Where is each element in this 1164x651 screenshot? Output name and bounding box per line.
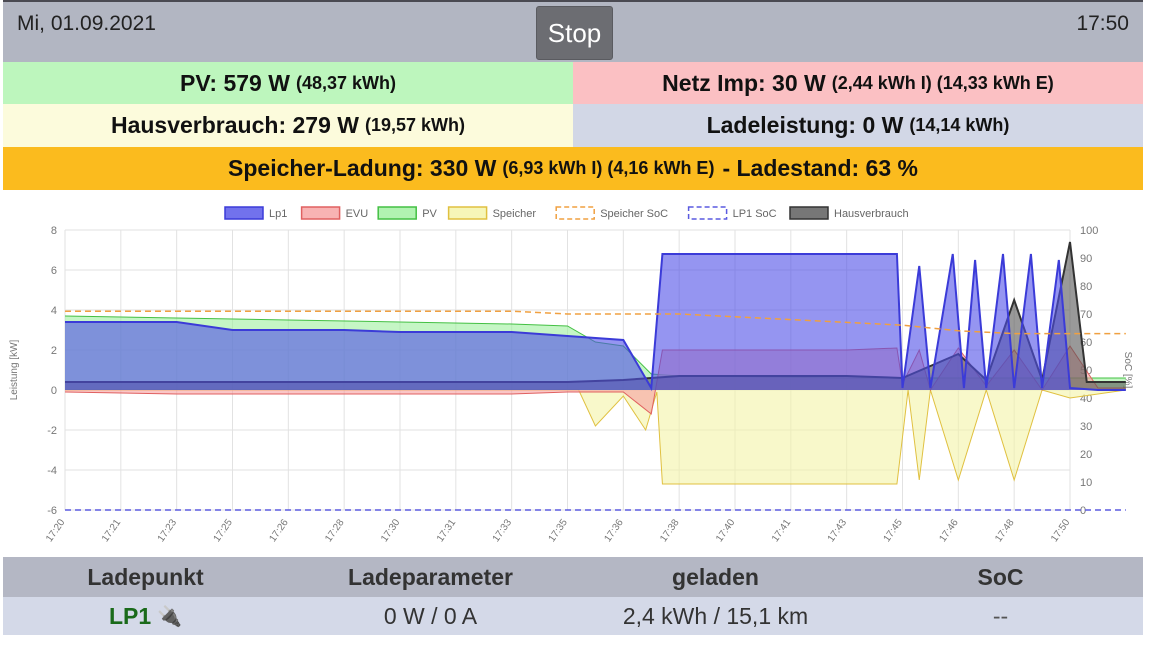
cell-geladen: 2,4 kWh / 15,1 km: [622, 602, 809, 629]
netz-status: Netz Imp: 30 W (2,44 kWh I) (14,33 kWh E…: [573, 62, 1143, 104]
lp-name: LP1: [108, 602, 152, 629]
lade-main: Ladeleistung: 0 W: [706, 112, 904, 138]
y2-tick-label: 10: [1080, 477, 1092, 489]
x-tick-label: 17:41: [770, 517, 794, 544]
x-tick-label: 17:36: [602, 517, 626, 544]
cell-soc: --: [992, 602, 1009, 629]
ladepunkt-table: Ladepunkt Ladeparameter geladen SoC LP1 …: [3, 557, 1143, 635]
legend-swatch: [555, 206, 595, 220]
y-tick-label: 6: [51, 265, 57, 277]
y-tick-label: -2: [47, 425, 57, 437]
y-tick-label: 4: [51, 305, 57, 317]
x-tick-label: 17:33: [491, 517, 515, 544]
stop-button[interactable]: Stop: [536, 6, 613, 60]
haus-sub: (19,57 kWh): [364, 115, 465, 135]
header-geladen: geladen: [672, 563, 759, 590]
pv-main: PV: 579 W: [180, 69, 290, 96]
y-axis-label: Leistung [kW]: [9, 339, 20, 400]
legend-label: EVU: [346, 208, 369, 220]
x-tick-label: 17:48: [993, 517, 1017, 544]
x-tick-label: 17:25: [212, 517, 236, 544]
legend-swatch: [789, 206, 829, 220]
speicher-status: Speicher-Ladung: 330 W (6,93 kWh I) (4,1…: [3, 147, 1143, 190]
series-area-lp1: [65, 254, 1126, 390]
legend-label: Lp1: [269, 208, 287, 220]
legend-swatch: [224, 206, 264, 220]
table-header: Ladepunkt Ladeparameter geladen SoC: [3, 557, 1143, 597]
status-row-2: Hausverbrauch: 279 W (19,57 kWh) Ladelei…: [3, 104, 1143, 147]
date-label: Mi, 01.09.2021: [17, 12, 156, 35]
lade-sub: (14,14 kWh): [909, 115, 1010, 135]
top-bar: Mi, 01.09.2021 Stop 17:50: [3, 0, 1143, 62]
pv-status: PV: 579 W (48,37 kWh): [3, 62, 573, 104]
plug-icon: 🔌: [157, 605, 183, 628]
y-tick-label: 2: [51, 345, 57, 357]
pv-sub: (48,37 kWh): [295, 72, 396, 93]
legend-label: Speicher: [493, 208, 537, 220]
y2-tick-label: 20: [1080, 449, 1092, 461]
x-tick-label: 17:43: [826, 517, 850, 544]
netz-sub: (2,44 kWh I) (14,33 kWh E): [831, 72, 1054, 93]
speicher-sub: (6,93 kWh I) (4,16 kWh E): [502, 158, 715, 178]
header-ladeparameter: Ladeparameter: [348, 563, 513, 590]
series-line-speicher-soc: [65, 310, 1126, 335]
series-line-lp1: [65, 253, 1126, 392]
speicher-tail: - Ladestand: 63 %: [722, 155, 918, 181]
y-tick-label: 8: [51, 225, 57, 237]
legend-label: Hausverbrauch: [834, 208, 909, 220]
y2-tick-label: 90: [1080, 253, 1092, 265]
x-tick-label: 17:40: [714, 517, 738, 544]
speicher-main: Speicher-Ladung: 330 W: [228, 155, 497, 181]
status-row-1: PV: 579 W (48,37 kWh) Netz Imp: 30 W (2,…: [3, 62, 1143, 104]
haus-main: Hausverbrauch: 279 W: [110, 112, 359, 138]
cell-ladeparameter: 0 W / 0 A: [383, 602, 478, 629]
y2-axis-label: SoC [%]: [1122, 352, 1133, 389]
y2-tick-label: 100: [1080, 225, 1098, 237]
x-tick-label: 17:31: [435, 517, 459, 544]
time-label: 17:50: [1076, 12, 1129, 35]
header-ladepunkt: Ladepunkt: [87, 563, 204, 590]
legend-label: LP1 SoC: [733, 208, 777, 220]
x-tick-label: 17:28: [323, 517, 347, 544]
y-tick-label: -4: [47, 465, 57, 477]
lade-status: Ladeleistung: 0 W (14,14 kWh): [573, 104, 1143, 147]
y2-tick-label: 70: [1080, 309, 1092, 321]
x-tick-label: 17:46: [937, 517, 961, 544]
x-tick-label: 17:45: [882, 517, 906, 544]
power-chart: 86420-2-4-6100908070605040302010017:2017…: [9, 206, 1133, 544]
x-tick-label: 17:20: [44, 517, 68, 544]
header-soc: SoC: [977, 563, 1024, 590]
legend-swatch: [300, 206, 341, 220]
x-tick-label: 17:30: [379, 517, 403, 544]
legend-swatch: [687, 206, 728, 220]
x-tick-label: 17:26: [267, 517, 291, 544]
y-tick-label: -6: [47, 505, 57, 517]
cell-ladepunkt: LP1 🔌: [3, 597, 288, 635]
netz-main: Netz Imp: 30 W: [662, 69, 826, 96]
series-area-speicher: [65, 390, 1126, 484]
legend-label: PV: [422, 208, 437, 220]
legend-label: Speicher SoC: [600, 208, 668, 220]
y2-tick-label: 80: [1080, 281, 1092, 293]
x-tick-label: 17:21: [100, 517, 124, 544]
y-tick-label: 0: [51, 385, 57, 397]
x-tick-label: 17:35: [547, 517, 571, 544]
table-row[interactable]: LP1 🔌 0 W / 0 A 2,4 kWh / 15,1 km --: [3, 597, 1143, 635]
legend-swatch: [377, 206, 417, 220]
x-tick-label: 17:23: [156, 517, 180, 544]
status-row-3: Speicher-Ladung: 330 W (6,93 kWh I) (4,1…: [3, 147, 1143, 190]
legend-swatch: [447, 206, 488, 220]
haus-status: Hausverbrauch: 279 W (19,57 kWh): [3, 104, 573, 147]
y2-tick-label: 0: [1080, 505, 1086, 517]
y2-tick-label: 30: [1080, 421, 1092, 433]
x-tick-label: 17:38: [658, 517, 682, 544]
x-tick-label: 17:50: [1049, 517, 1073, 544]
